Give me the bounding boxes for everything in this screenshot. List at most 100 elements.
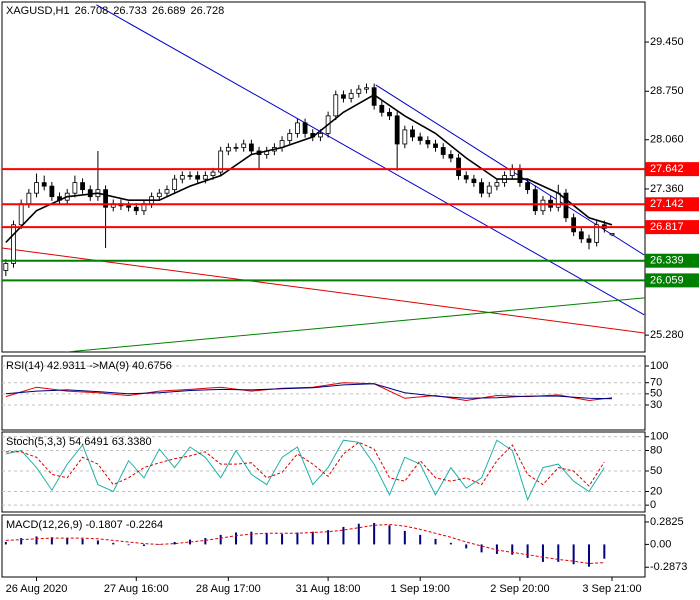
candle-body — [3, 263, 9, 271]
candle-body — [233, 147, 239, 149]
candle-body — [586, 238, 592, 243]
candle-body — [80, 182, 85, 191]
candle-body — [26, 192, 32, 205]
candle-body — [34, 182, 39, 194]
indicator-line — [5, 441, 605, 487]
candle-body — [72, 182, 78, 194]
level-label-box — [645, 197, 699, 212]
macd-bar — [188, 539, 191, 545]
macd-bar — [96, 540, 99, 545]
level-label-box — [645, 273, 699, 288]
macd-bar — [250, 531, 253, 545]
candle-body — [525, 182, 531, 191]
x-tick-label: 27 Aug 16:00 — [104, 583, 169, 595]
indicator-title: Stoch(5,3,3) 54.6491 63.3380 — [6, 436, 152, 448]
candle-body — [210, 171, 216, 176]
panel-frame — [1, 1, 646, 353]
macd-bar — [173, 542, 176, 545]
main-plot — [2, 4, 645, 352]
candle-body — [379, 104, 385, 113]
candle-body — [11, 224, 16, 264]
candle-body — [126, 205, 132, 208]
candle-body — [195, 175, 201, 180]
candle-body — [471, 178, 477, 184]
macd-bar — [603, 544, 606, 559]
header-part: 26.708 — [75, 5, 109, 17]
macd-bar — [526, 544, 529, 558]
header-part: XAGUSD,H1 — [6, 5, 70, 17]
macd-bar — [219, 534, 222, 545]
macd-bar — [419, 534, 422, 545]
candle-body — [402, 129, 408, 145]
level-label: 26.817 — [650, 221, 684, 233]
y-tick-label: 25.280 — [650, 329, 684, 341]
candle-body — [341, 94, 346, 99]
x-tick-label: 1 Sep 19:00 — [391, 583, 450, 595]
x-tick-label: 3 Sep 21:00 — [582, 583, 641, 595]
header-part: 26.728 — [191, 5, 225, 17]
macd-bar — [235, 532, 238, 545]
macd-bar — [281, 534, 284, 545]
indicator-title: MACD(12,26,9) -0.1807 -0.2264 — [6, 519, 163, 531]
panel-frame — [1, 431, 646, 513]
panel-frame — [1, 355, 646, 431]
candle-body — [225, 147, 231, 152]
macd-bar — [465, 544, 468, 549]
candle-body — [241, 143, 247, 148]
header-part: 26.733 — [113, 5, 147, 17]
candle-body — [18, 203, 24, 226]
candle-body — [563, 192, 569, 219]
trendline — [2, 247, 645, 334]
candle-body — [463, 175, 469, 180]
candle-body — [333, 94, 339, 117]
macd-bar — [112, 542, 115, 545]
y-tick-label: 100 — [650, 360, 668, 372]
macd-bar — [373, 522, 376, 545]
candle-body — [479, 182, 484, 194]
y-tick-label: 80 — [650, 444, 662, 456]
y-tick-label: 29.450 — [650, 36, 684, 48]
indicator-title: RSI(14) 42.9311 ->MA(9) 40.6756 — [6, 360, 172, 372]
level-label-box — [645, 220, 699, 235]
y-tick-label: 30 — [650, 399, 662, 411]
macd-bar — [434, 538, 437, 545]
candle-body — [364, 87, 369, 90]
candle-body — [133, 206, 139, 212]
macd-bar — [50, 537, 53, 545]
indicator-line — [5, 383, 613, 400]
macd-bar — [480, 544, 483, 553]
candle-body — [164, 189, 170, 194]
macd-bar — [388, 525, 391, 545]
candle-body — [494, 182, 500, 187]
candle-body — [440, 147, 446, 155]
candle-body — [103, 189, 108, 208]
macd-bar — [81, 538, 84, 545]
candle-body — [448, 154, 454, 159]
level-label: 26.339 — [650, 255, 684, 267]
panel-frame — [1, 514, 646, 578]
macd-bar — [327, 530, 330, 545]
candle-body — [356, 88, 362, 94]
y-tick-label: -0.2873 — [650, 561, 687, 573]
candle-body — [218, 150, 224, 173]
candle-body — [202, 175, 208, 180]
macd-bar — [311, 531, 314, 545]
y-tick-label: 50 — [650, 465, 662, 477]
candle-body — [156, 192, 162, 198]
x-tick-label: 26 Aug 2020 — [6, 583, 68, 595]
macd-bar — [158, 544, 161, 545]
candle-body — [410, 129, 415, 138]
moving-average — [5, 93, 613, 243]
candle-body — [433, 143, 438, 148]
candle-body — [179, 175, 185, 180]
candle-body — [394, 115, 400, 145]
candle-body — [517, 168, 523, 184]
candle-body — [49, 185, 55, 198]
y-tick-label: 28.750 — [650, 85, 684, 97]
candle-body — [540, 199, 546, 212]
candle-body — [486, 185, 492, 194]
y-tick-label: 0.00 — [650, 538, 671, 550]
candle-body — [594, 224, 600, 243]
macd-bar — [557, 544, 560, 562]
